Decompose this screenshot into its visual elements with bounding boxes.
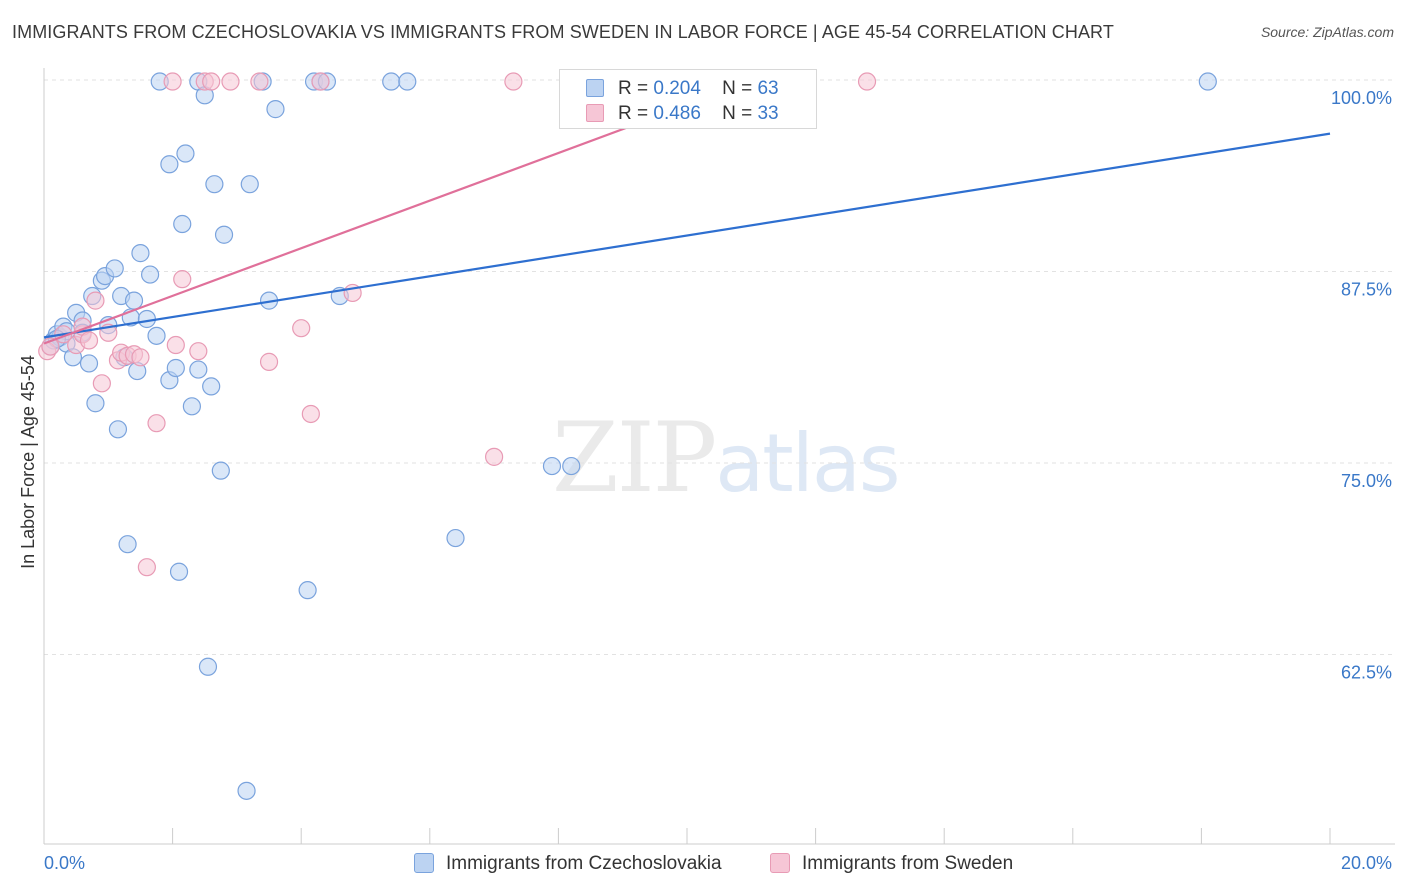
czechoslovakia-point xyxy=(240,175,259,194)
sweden-point xyxy=(857,72,877,91)
czechoslovakia-point xyxy=(382,72,401,91)
czechoslovakia-point xyxy=(108,420,128,439)
czechoslovakia-point xyxy=(198,657,218,676)
czechoslovakia-point xyxy=(237,781,256,800)
czechoslovakia-point xyxy=(202,377,221,396)
legend-n-value: 33 xyxy=(757,103,779,124)
correlation-legend: R = 0.204 N = 63 R = 0.486 N = 33 xyxy=(559,69,817,129)
legend-label-czechoslovakia: Immigrants from Czechoslovakia xyxy=(446,853,722,874)
sweden-point xyxy=(202,72,221,91)
czechoslovakia-point xyxy=(298,581,317,600)
legend-r-value: 0.486 xyxy=(653,103,701,124)
sweden-point xyxy=(92,374,111,393)
legend-swatch-pink xyxy=(770,853,790,873)
legend-n-value: 63 xyxy=(757,78,779,99)
legend-label-sweden: Immigrants from Sweden xyxy=(802,853,1014,874)
czechoslovakia-point xyxy=(266,100,285,119)
czechoslovakia-point xyxy=(140,265,160,284)
sweden-point xyxy=(147,414,166,433)
sweden-point xyxy=(221,72,240,91)
czechoslovakia-point xyxy=(542,456,562,476)
sweden-point xyxy=(485,447,504,466)
sweden-point xyxy=(259,352,279,371)
czechoslovakia-point xyxy=(118,535,137,554)
sweden-point xyxy=(301,404,320,424)
sweden-point xyxy=(137,558,156,577)
czechoslovakia-point xyxy=(182,397,201,416)
source-credit: Source: ZipAtlas.com xyxy=(1260,24,1394,40)
sweden-point xyxy=(173,270,192,289)
czechoslovakia-point xyxy=(205,175,224,194)
sweden-point xyxy=(292,319,311,338)
legend-r-label: R = xyxy=(618,78,649,99)
legend-n-label: N = xyxy=(722,103,753,124)
sweden-point xyxy=(504,72,523,91)
sweden-point xyxy=(189,342,208,361)
sweden-point xyxy=(131,348,150,367)
x-tick-label: 0.0% xyxy=(44,853,85,873)
y-tick-label: 87.5% xyxy=(1341,280,1392,300)
czechoslovakia-point xyxy=(173,214,192,234)
czechoslovakia-point xyxy=(124,291,144,310)
legend-r-value: 0.204 xyxy=(653,78,701,99)
series-legend: Immigrants from Czechoslovakia Immigrant… xyxy=(0,852,1406,878)
y-tick-label: 75.0% xyxy=(1341,471,1392,491)
czechoslovakia-point xyxy=(176,144,195,163)
legend-swatch-blue xyxy=(414,853,434,873)
sweden-point xyxy=(311,72,330,91)
czechoslovakia-point xyxy=(214,225,234,244)
sweden-point xyxy=(79,331,99,350)
czechoslovakia-point xyxy=(189,360,208,379)
czechoslovakia-point xyxy=(160,155,179,174)
czechoslovakia-point xyxy=(446,528,465,548)
sweden-point xyxy=(250,72,269,91)
czechoslovakia-point xyxy=(86,394,105,413)
czechoslovakia-trendline xyxy=(43,132,1331,339)
czechoslovakia-point xyxy=(398,72,417,91)
sweden-point xyxy=(86,291,105,310)
legend-n-label: N = xyxy=(722,78,753,99)
czechoslovakia-point xyxy=(562,456,581,476)
czechoslovakia-point xyxy=(137,309,156,329)
czechoslovakia-point xyxy=(147,326,166,345)
y-tick-label: 62.5% xyxy=(1341,663,1392,683)
sweden-point xyxy=(163,72,182,91)
x-tick-label: 20.0% xyxy=(1341,853,1392,873)
czechoslovakia-point xyxy=(105,259,124,278)
y-axis-label: In Labor Force | Age 45-54 xyxy=(18,355,38,569)
legend-swatch-pink xyxy=(586,104,604,122)
czechoslovakia-point xyxy=(169,562,189,581)
chart-title: IMMIGRANTS FROM CZECHOSLOVAKIA VS IMMIGR… xyxy=(12,22,1114,42)
y-tick-label: 100.0% xyxy=(1331,88,1392,108)
legend-swatch-blue xyxy=(586,79,604,97)
sweden-point xyxy=(166,335,185,355)
czechoslovakia-point xyxy=(131,244,150,263)
czechoslovakia-point xyxy=(211,461,230,480)
czechoslovakia-point xyxy=(166,358,185,378)
legend-r-label: R = xyxy=(618,103,649,124)
czechoslovakia-point xyxy=(1198,72,1217,91)
czechoslovakia-point xyxy=(79,354,99,373)
